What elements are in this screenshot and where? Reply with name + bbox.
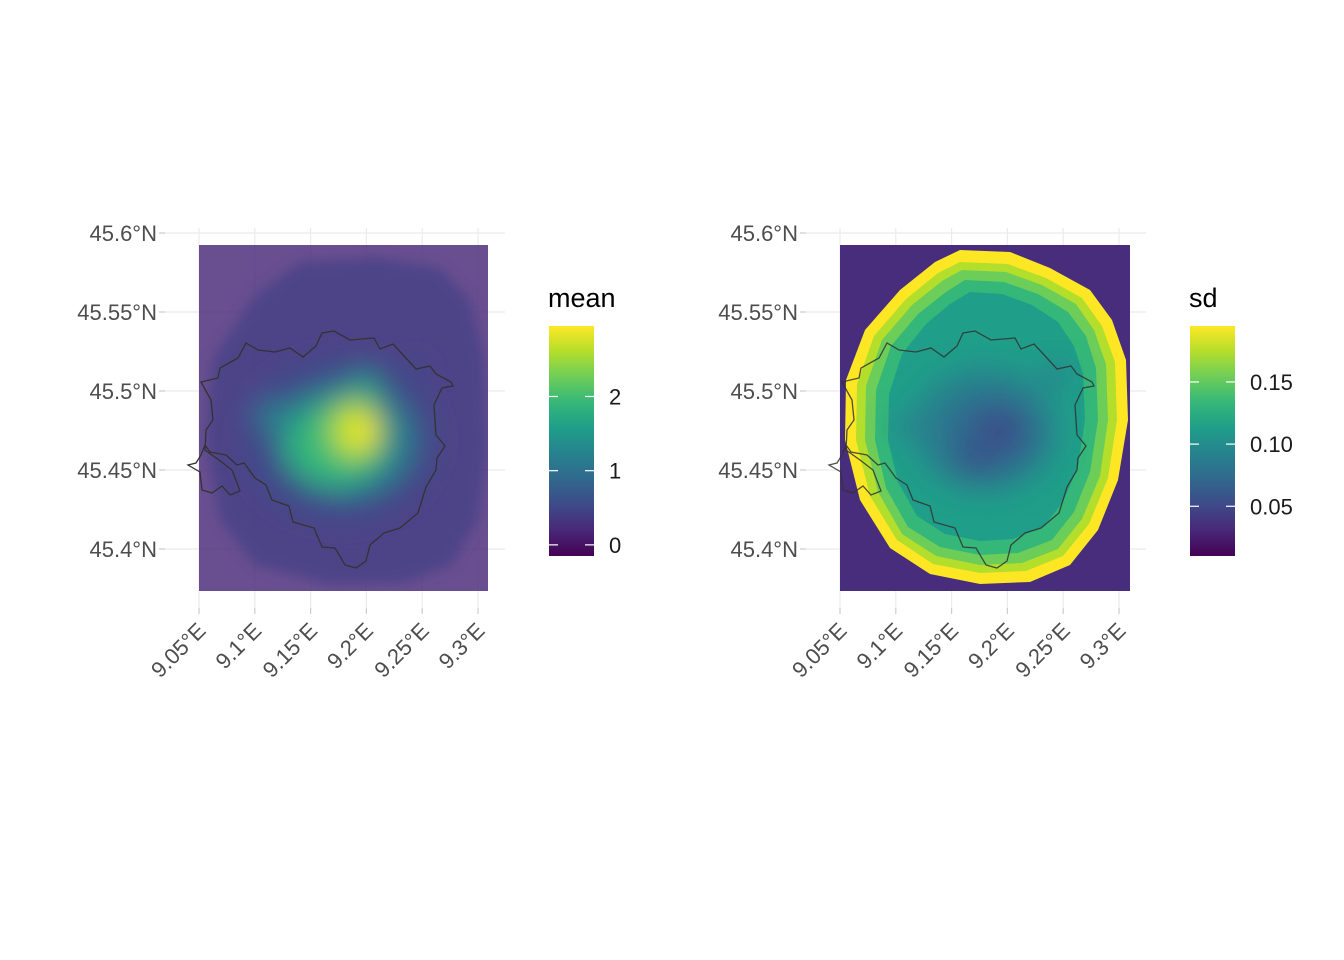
map-panel-sd: 45.6°N45.55°N45.5°N45.45°N45.4°N 9.05°E 9… bbox=[718, 221, 1146, 682]
x-tick-label: 9.15°E bbox=[258, 618, 323, 683]
y-axis-sd: 45.6°N 45.55°N 45.5°N 45.45°N 45.4°N bbox=[718, 221, 806, 562]
legend-sd: sd 0.05 0.10 0.15 bbox=[1189, 283, 1293, 556]
legend-label: 0.05 bbox=[1250, 494, 1293, 519]
y-tick-label: 45.6°N bbox=[730, 221, 798, 246]
x-tick-label: 9.3°E bbox=[434, 618, 490, 674]
y-tick-label: 45.4°N bbox=[730, 537, 798, 562]
x-axis-sd: 9.05°E 9.1°E9.15°E 9.2°E9.25°E 9.3°E bbox=[787, 608, 1131, 682]
y-tick-label: 45.45°N bbox=[718, 458, 798, 483]
legend-label: 1 bbox=[609, 459, 621, 484]
y-tick-label: 45.6°N bbox=[89, 221, 157, 246]
y-tick-label: 45.55°N bbox=[77, 300, 157, 325]
milan-boundary bbox=[827, 330, 1095, 569]
y-tick-label: 45.45°N bbox=[77, 458, 157, 483]
raster-mean bbox=[199, 245, 488, 591]
milan-boundary bbox=[186, 330, 454, 569]
y-tick-label: 45.4°N bbox=[89, 537, 157, 562]
legend-title: sd bbox=[1189, 283, 1218, 313]
legend-label: 0 bbox=[609, 533, 621, 558]
colorbar bbox=[549, 326, 594, 556]
legend-label: 0.10 bbox=[1250, 432, 1293, 457]
legend-title: mean bbox=[548, 283, 616, 313]
x-axis-mean: 9.05°E 9.1°E9.15°E 9.2°E9.25°E 9.3°E bbox=[146, 608, 490, 682]
x-tick-label: 9.05°E bbox=[146, 618, 211, 683]
legend-label: 0.15 bbox=[1250, 370, 1293, 395]
y-tick-label: 45.5°N bbox=[89, 379, 157, 404]
y-tick-label: 45.55°N bbox=[718, 300, 798, 325]
x-tick-label: 9.05°E bbox=[787, 618, 852, 683]
y-tick-label: 45.5°N bbox=[730, 379, 798, 404]
x-tick-label: 9.25°E bbox=[1010, 618, 1075, 683]
map-panel-mean: 45.6°N45.55°N45.5°N45.45°N45.4°N 9.05°E 9… bbox=[77, 221, 505, 682]
x-tick-label: 9.25°E bbox=[369, 618, 434, 683]
raster-sd bbox=[840, 245, 1130, 591]
legend-label: 2 bbox=[609, 384, 621, 409]
legend-mean: mean 0 1 2 bbox=[548, 283, 621, 558]
x-tick-label: 9.15°E bbox=[899, 618, 964, 683]
y-axis-mean: 45.6°N 45.55°N 45.5°N 45.45°N 45.4°N bbox=[77, 221, 165, 562]
colorbar bbox=[1190, 326, 1235, 556]
x-tick-label: 9.3°E bbox=[1075, 618, 1131, 674]
